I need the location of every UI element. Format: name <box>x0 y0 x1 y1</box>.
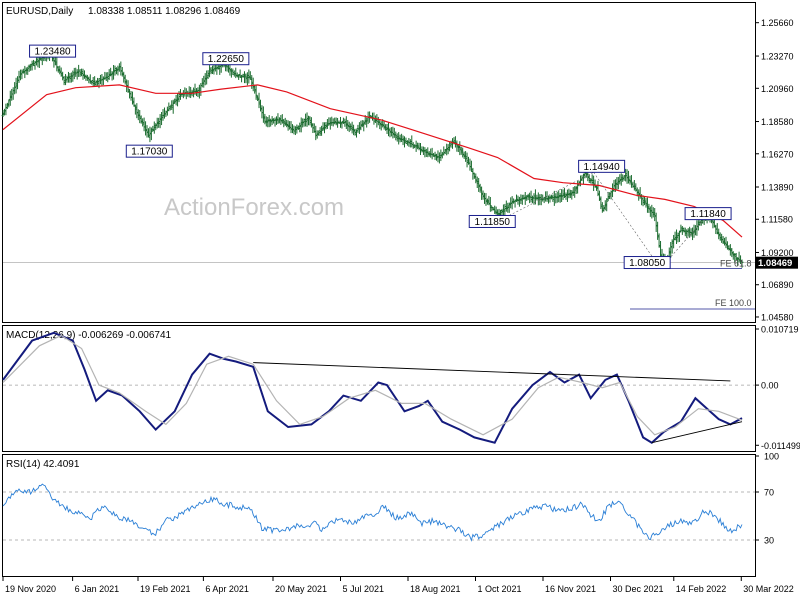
price-bar <box>605 198 609 212</box>
rsi-ytick-label: 30 <box>764 536 774 546</box>
annotation-box <box>468 214 516 228</box>
price-ytick-label: 1.20960 <box>761 84 794 94</box>
annotation-label: 1.22650 <box>208 54 245 65</box>
xtick-label: 16 Nov 2021 <box>545 584 596 594</box>
moving-average-line <box>2 84 743 238</box>
rsi-ytick-label: 70 <box>764 488 774 498</box>
annotation-label: 1.14940 <box>584 162 621 173</box>
price-ytick-label: 1.13890 <box>761 183 794 193</box>
macd-signal-line <box>2 334 743 436</box>
chart-header-symbol: EURUSD,Daily <box>6 6 73 17</box>
xtick-label: 19 Feb 2021 <box>140 584 191 594</box>
macd-lower-trendline <box>651 421 743 444</box>
rsi-ytick-label: 100 <box>764 452 779 462</box>
price-annotation: 1.08050 <box>623 256 671 270</box>
price-ytick-label: 1.11580 <box>761 215 793 225</box>
annotation-label: 1.23480 <box>34 47 71 58</box>
price-annotation: 1.14940 <box>578 159 626 173</box>
macd-ytick-label: 0.00 <box>761 381 779 391</box>
price-annotation: 1.11840 <box>684 207 732 221</box>
axis-layer: 1.25660 1.23270 1.20960 1.18580 1.16270 1.138… <box>2 18 800 594</box>
xtick-label: 6 Apr 2021 <box>205 584 249 594</box>
annotation-box <box>623 256 671 270</box>
annotation-box <box>684 207 732 221</box>
xtick-label: 18 Aug 2021 <box>410 584 461 594</box>
wave-dashed-line <box>593 172 661 269</box>
annotation-box <box>125 144 173 158</box>
macd-main-line <box>2 331 743 444</box>
annotation-label: 1.17030 <box>131 147 168 158</box>
xtick-label: 5 Jul 2021 <box>342 584 384 594</box>
rsi-title: RSI(14) 42.4091 <box>6 459 80 470</box>
macd-pane-frame <box>2 325 756 452</box>
macd-ytick-label: 0.010719 <box>761 324 799 334</box>
xtick-label: 30 Mar 2022 <box>743 584 794 594</box>
annotation-label: 1.11840 <box>690 209 726 220</box>
xtick-label: 1 Oct 2021 <box>477 584 521 594</box>
xtick-label: 6 Jan 2021 <box>75 584 120 594</box>
price-annotation: 1.23480 <box>29 44 77 58</box>
annotation-box <box>578 159 626 173</box>
wave-dashed-line <box>509 172 594 216</box>
price-annotation: 1.17030 <box>125 144 173 158</box>
current-price-tag-box <box>756 256 798 269</box>
price-ytick-label: 1.16270 <box>761 149 794 159</box>
macd-ytick-label: -0.011499 <box>761 441 800 451</box>
chart-header-ohlc: 1.08338 1.08511 1.08296 1.08469 <box>88 6 241 17</box>
price-ytick-label: 1.09200 <box>761 248 794 258</box>
watermark-text: ActionForex.com <box>164 194 344 221</box>
price-annotation: 1.22650 <box>202 52 250 66</box>
price-ytick-label: 1.06890 <box>761 280 794 290</box>
rsi-pane-frame <box>2 454 756 577</box>
rsi-layer <box>2 483 755 542</box>
macd-layer <box>2 331 755 444</box>
price-bar <box>488 196 492 212</box>
xtick-label: 14 Feb 2022 <box>676 584 727 594</box>
fe-61-8-label: FE 61.8 <box>720 259 752 269</box>
price-bar <box>740 259 744 268</box>
xtick-label: 19 Nov 2020 <box>5 584 56 594</box>
macd-upper-trendline <box>253 362 731 382</box>
price-annotation: 1.11850 <box>468 214 516 228</box>
current-price-tag-label: 1.08469 <box>758 258 792 269</box>
price-ytick-label: 1.23270 <box>761 52 794 62</box>
annotation-label: 1.08050 <box>629 258 666 269</box>
price-ytick-label: 1.18580 <box>761 117 794 127</box>
price-layer: FE 61.8 FE 100.0 1.23480 1.17030 1.22650 1.11… <box>1 44 755 310</box>
fe-100-label: FE 100.0 <box>715 298 752 308</box>
price-bar <box>149 127 153 141</box>
macd-title: MACD(12,26,9) -0.006269 -0.006741 <box>6 330 172 341</box>
xtick-label: 30 Dec 2021 <box>612 584 663 594</box>
xtick-label: 20 May 2021 <box>275 584 327 594</box>
price-ytick-label: 1.25660 <box>761 18 794 28</box>
rsi-line <box>2 483 743 542</box>
price-ytick-label: 1.04580 <box>761 312 794 322</box>
price-pane-frame <box>2 2 756 323</box>
current-price-tag: 1.08469 <box>756 256 798 269</box>
annotation-box <box>202 52 250 66</box>
annotation-box <box>29 44 77 58</box>
price-bar <box>254 84 258 100</box>
annotation-label: 1.11850 <box>475 217 511 228</box>
